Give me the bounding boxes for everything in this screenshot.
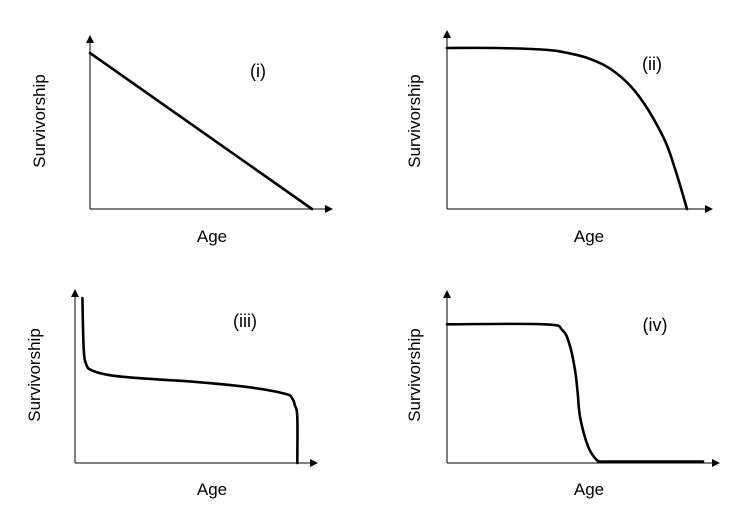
y-axis-label: Survivorship	[25, 328, 44, 422]
y-axis-label: Survivorship	[405, 328, 424, 422]
chart-panel-4: (iv) Age Survivorship	[405, 290, 720, 499]
chart-panel-3: (iii) Age Survivorship	[25, 289, 318, 499]
chart-panel-1: (i) Age Survivorship	[30, 35, 333, 246]
survivorship-curve-3	[81, 296, 299, 465]
x-axis-arrow-icon	[325, 205, 333, 213]
y-axis-arrow-icon	[71, 289, 79, 297]
x-axis-arrow-icon	[310, 459, 318, 467]
survivorship-curve-4	[445, 322, 705, 464]
y-axis-label: Survivorship	[30, 74, 49, 168]
panel-label: (ii)	[642, 54, 662, 74]
panel-label: (iii)	[233, 311, 257, 331]
x-axis-arrow-icon	[712, 459, 720, 467]
x-axis-label: Age	[197, 227, 227, 246]
x-axis-label: Age	[574, 480, 604, 499]
x-axis-label: Age	[574, 227, 604, 246]
y-axis-arrow-icon	[443, 30, 451, 38]
x-axis-arrow-icon	[705, 205, 713, 213]
chart-panel-2: (ii) Age Survivorship	[405, 30, 713, 246]
panel-label: (iv)	[643, 315, 668, 335]
panel-label: (i)	[250, 61, 266, 81]
y-axis-label: Survivorship	[405, 74, 424, 168]
x-axis-label: Age	[197, 480, 227, 499]
survivorship-curve-2	[445, 46, 689, 211]
y-axis-arrow-icon	[86, 35, 94, 43]
survivorship-curve-1	[88, 51, 314, 211]
y-axis-arrow-icon	[443, 290, 451, 298]
